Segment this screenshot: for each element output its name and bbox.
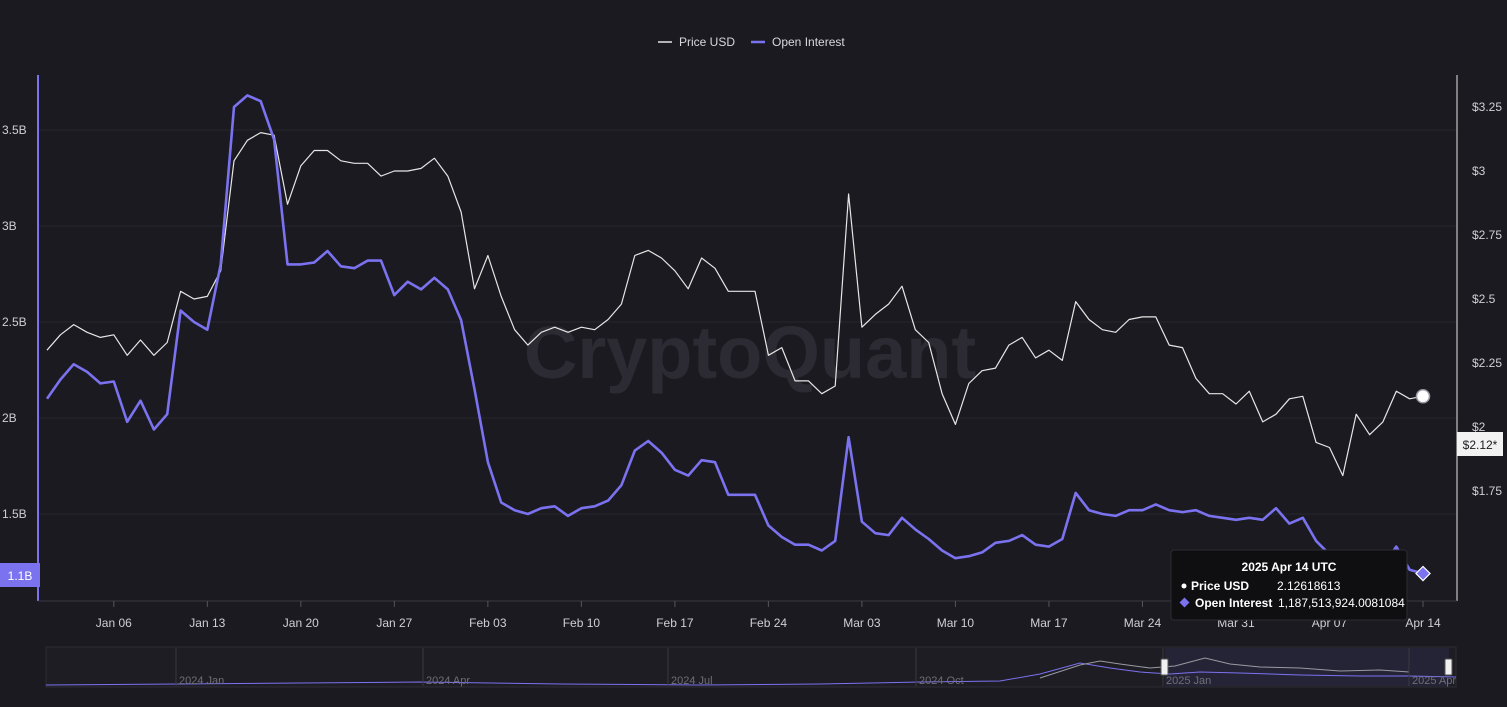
x-axis-tick-label: Feb 03: [469, 616, 507, 630]
x-axis-tick-label: Feb 17: [656, 616, 694, 630]
right-current-marker: $2.12*: [1457, 432, 1503, 456]
right-current-marker-label: $2.12*: [1463, 438, 1498, 452]
tooltip-oi-label: Open Interest: [1195, 596, 1272, 610]
tooltip-oi-value: 1,187,513,924.0081084: [1278, 596, 1405, 610]
tooltip-oi-bullet: [1179, 597, 1190, 608]
x-axis-tick-label: Apr 14: [1405, 616, 1441, 630]
navigator-left-handle[interactable]: [1160, 658, 1169, 676]
x-axis-tick-label: Mar 10: [937, 616, 975, 630]
tooltip-box: [1170, 549, 1408, 621]
x-axis-ticks: Jan 06 Jan 13 Jan 20 Jan 27 Feb 03 Feb 10 Feb …: [96, 601, 1441, 630]
legend-oi-label: Open Interest: [772, 35, 845, 49]
x-axis-tick-label: Jan 27: [376, 616, 412, 630]
right-axis-ticks: $1.75 $2 $2.25 $2.5 $2.75 $3 $3.25: [1472, 100, 1502, 498]
right-axis-tick-label: $2.25: [1472, 356, 1502, 370]
right-axis-tick-label: $2.75: [1472, 228, 1502, 242]
legend: Price USD Open Interest: [658, 35, 845, 49]
left-current-marker-box: [0, 563, 40, 587]
right-current-marker-box: [1457, 432, 1503, 456]
legend-price-label: Price USD: [679, 35, 735, 49]
x-axis-tick-label: Feb 24: [750, 616, 788, 630]
tooltip: 2025 Apr 14 UTC Price USD 2.12618613 Ope…: [1170, 549, 1408, 621]
series-layer: [45, 94, 1424, 575]
tooltip-price-value: 2.12618613: [1277, 579, 1341, 593]
left-axis-tick-label: 1.5B: [2, 507, 27, 521]
navigator-label: 2025 Apr: [1412, 675, 1456, 687]
price-end-marker: [1415, 389, 1431, 404]
left-axis-tick-label: 3.5B: [2, 123, 27, 137]
x-axis-tick-label: Mar 24: [1124, 616, 1162, 630]
right-axis-tick-label: $3: [1472, 164, 1486, 178]
left-axis-ticks: 1.5B 2B 2.5B 3B 3.5B: [2, 123, 27, 521]
left-axis-tick-label: 3B: [2, 219, 17, 233]
navigator-label: 2025 Jan: [1166, 675, 1211, 687]
navigator[interactable]: 2024 Jan 2024 Apr 2024 Jul 2024 Oct 2025 Jan…: [45, 646, 1457, 688]
navigator-labels: 2024 Jan 2024 Apr 2024 Jul 2024 Oct 2025 Jan…: [175, 648, 1456, 687]
navigator-label: 2024 Apr: [426, 675, 470, 687]
x-axis-tick-label: Jan 20: [283, 616, 319, 630]
right-axis-tick-label: $2.5: [1472, 292, 1496, 306]
open-interest-series-line: [45, 94, 1424, 575]
right-axis-tick-label: $2: [1472, 420, 1486, 434]
left-current-marker-label: 1.1B: [8, 569, 33, 583]
navigator-price-line: [1039, 657, 1410, 679]
left-current-marker: 1.1B: [0, 563, 40, 587]
navigator-label: 2024 Oct: [919, 675, 964, 687]
watermark: CryptoQuant: [524, 311, 976, 394]
grid: [38, 129, 1457, 515]
x-axis-tick-label: Mar 17: [1030, 616, 1068, 630]
legend-item-open-interest[interactable]: Open Interest: [751, 35, 845, 49]
navigator-selection[interactable]: [1165, 648, 1449, 686]
tooltip-price-label: Price USD: [1191, 579, 1249, 593]
open-interest-end-marker: [1415, 565, 1431, 582]
x-axis-tick-label: Feb 10: [563, 616, 601, 630]
tooltip-price-bullet: [1181, 583, 1187, 589]
navigator-oi-line: [45, 662, 1457, 686]
navigator-label: 2024 Jan: [179, 675, 224, 687]
right-axis-tick-label: $1.75: [1472, 484, 1502, 498]
x-axis-tick-label: Jan 13: [189, 616, 225, 630]
navigator-label: 2024 Jul: [671, 675, 713, 687]
navigator-right-handle[interactable]: [1444, 658, 1453, 676]
end-markers: [1415, 389, 1431, 582]
right-axis-tick-label: $3.25: [1472, 100, 1502, 114]
x-axis-tick-label: Mar 03: [843, 616, 881, 630]
left-axis-tick-label: 2.5B: [2, 315, 27, 329]
price-series-line: [46, 132, 1424, 477]
x-axis-tick-label: Jan 06: [96, 616, 132, 630]
left-axis-tick-label: 2B: [2, 411, 17, 425]
legend-item-price[interactable]: Price USD: [658, 35, 735, 49]
navigator-track: [45, 646, 1457, 688]
tooltip-date: 2025 Apr 14 UTC: [1242, 560, 1337, 574]
